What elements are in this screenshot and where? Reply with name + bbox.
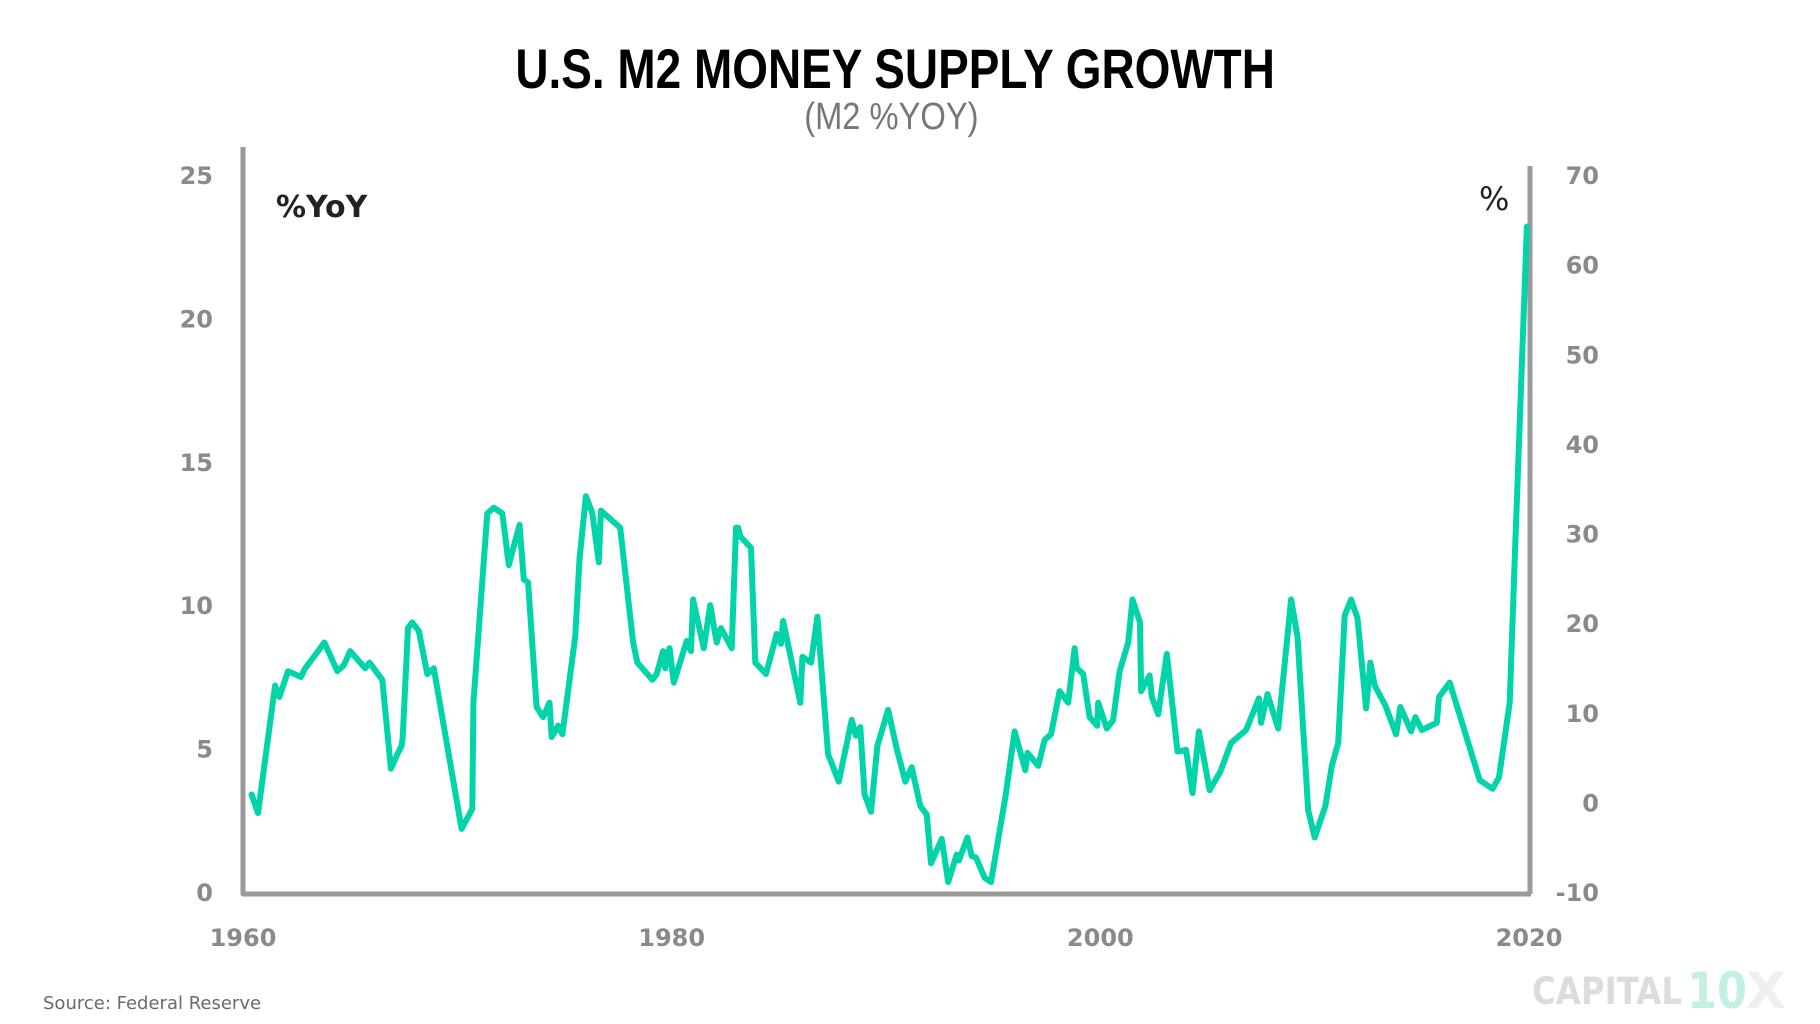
y-tick-label: 0 [196,879,213,907]
y2-tick-label: 60 [1566,252,1599,280]
y-tick-label: 20 [180,305,213,333]
x-tick-label: 2000 [1067,924,1134,952]
y2-tick-label: 40 [1566,431,1599,459]
x-axis-ticks: 1960 1980 2000 2020 [210,924,1563,952]
capital10x-logo: CAPITAL 10 X [1532,962,1786,1012]
y2-tick-label: 70 [1566,162,1599,190]
y2-tick-label: 10 [1566,700,1599,728]
y2-tick-label: 0 [1582,789,1599,817]
series-line-m2-yoy [248,223,1530,885]
axes [240,147,1533,897]
source-note: Source: Federal Reserve [43,993,262,1014]
y2-tick-label: 30 [1566,521,1599,549]
logo-letter-x: X [1746,962,1786,1012]
x-tick-label: 2020 [1496,924,1563,952]
y-tick-label: 25 [180,162,213,190]
chart-title-text: U.S. M2 MONEY SUPPLY GROWTH [515,37,1275,100]
logo-word-capital: CAPITAL [1532,970,1682,1012]
x-tick-label: 1980 [638,924,705,952]
logo-art: CAPITAL 10 X [1532,962,1786,1012]
y-tick-label: 10 [180,592,213,620]
left-y-axis-ticks: 0 5 10 15 20 25 [180,162,213,907]
right-y-axis-ticks: -10 0 10 20 30 40 50 60 70 [1556,162,1599,907]
y-tick-label: 5 [196,736,213,764]
chart-subtitle-text: (M2 %YOY) [803,96,979,138]
x-tick-label: 1960 [210,924,277,952]
logo-number-10: 10 [1687,962,1747,1012]
y2-tick-label: 20 [1566,610,1599,638]
left-and-bottom-axis [240,147,1531,897]
chart-title: U.S. M2 MONEY SUPPLY GROWTH [0,36,1790,101]
y2-tick-label: -10 [1556,879,1599,907]
series-group [248,223,1530,885]
right-axis-unit-label: % [1479,180,1509,218]
chart-subtitle: (M2 %YOY) [0,96,1782,139]
y2-tick-label: 50 [1566,341,1599,369]
left-axis-unit-label: %YoY [276,190,369,225]
y-tick-label: 15 [180,449,213,477]
